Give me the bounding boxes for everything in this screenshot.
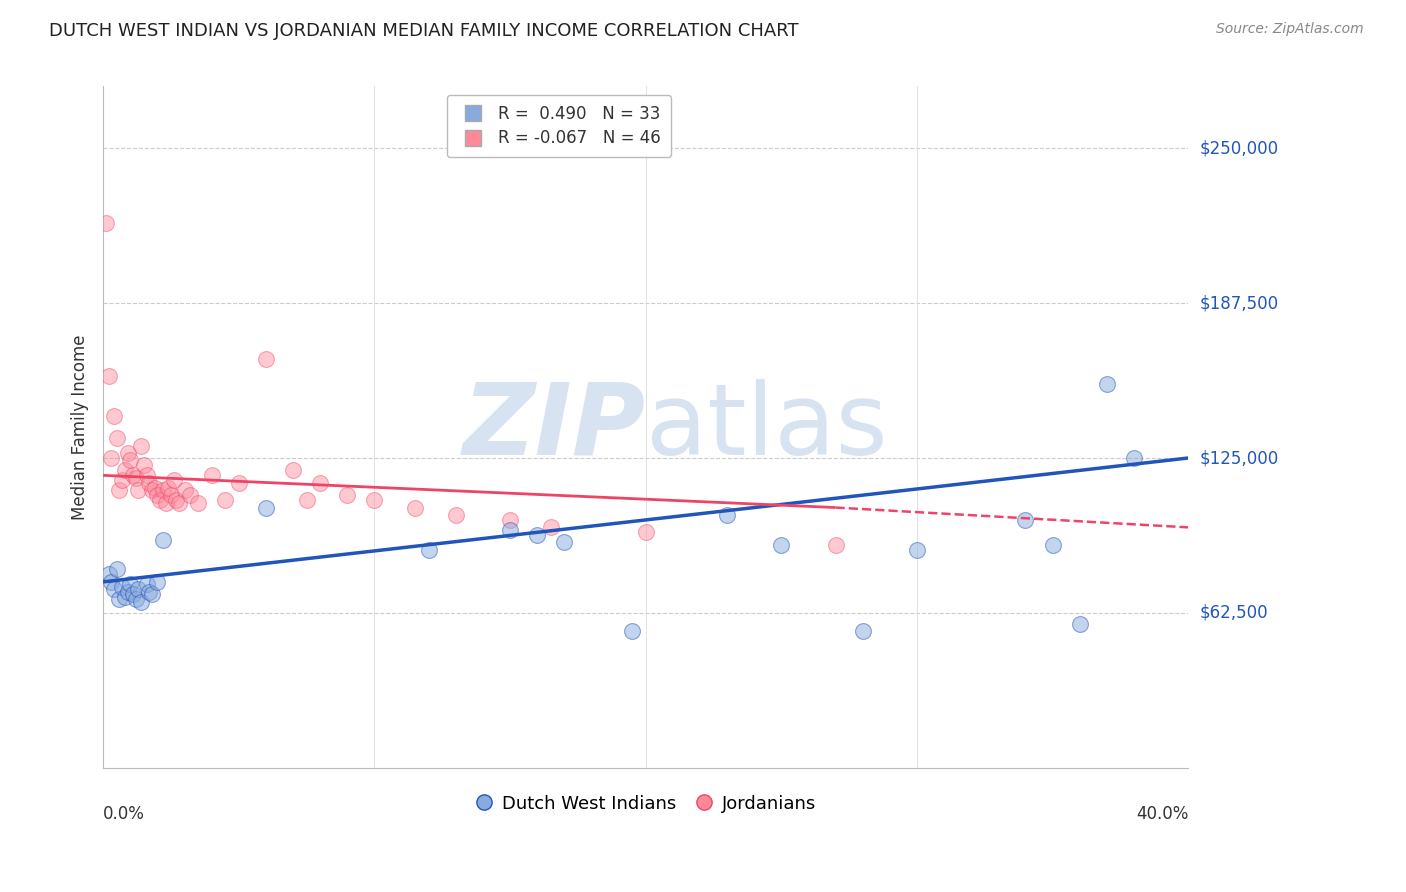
- Point: [146, 488, 169, 502]
- Point: [201, 468, 224, 483]
- Point: [1014, 513, 1036, 527]
- Point: [94, 216, 117, 230]
- Point: [852, 624, 875, 639]
- Point: [117, 446, 139, 460]
- Point: [100, 574, 122, 589]
- Point: [117, 584, 139, 599]
- Point: [120, 577, 142, 591]
- Point: [103, 582, 125, 597]
- Point: [138, 475, 160, 490]
- Point: [540, 520, 562, 534]
- Point: [105, 431, 128, 445]
- Point: [114, 463, 136, 477]
- Point: [146, 574, 169, 589]
- Text: $250,000: $250,000: [1199, 139, 1278, 157]
- Point: [634, 525, 657, 540]
- Point: [141, 587, 163, 601]
- Point: [254, 351, 277, 366]
- Point: [716, 508, 738, 522]
- Point: [444, 508, 467, 522]
- Point: [114, 590, 136, 604]
- Point: [122, 587, 145, 601]
- Point: [105, 562, 128, 576]
- Point: [526, 528, 548, 542]
- Point: [103, 409, 125, 423]
- Point: [127, 582, 149, 597]
- Point: [553, 535, 575, 549]
- Point: [309, 475, 332, 490]
- Point: [621, 624, 644, 639]
- Text: atlas: atlas: [645, 378, 887, 475]
- Point: [214, 493, 236, 508]
- Point: [100, 450, 122, 465]
- Point: [143, 481, 166, 495]
- Point: [336, 488, 359, 502]
- Text: $187,500: $187,500: [1199, 294, 1278, 312]
- Point: [770, 538, 793, 552]
- Point: [1122, 450, 1144, 465]
- Point: [363, 493, 385, 508]
- Point: [1042, 538, 1064, 552]
- Point: [499, 513, 522, 527]
- Point: [499, 523, 522, 537]
- Y-axis label: Median Family Income: Median Family Income: [72, 334, 89, 520]
- Point: [129, 439, 152, 453]
- Point: [281, 463, 304, 477]
- Point: [111, 580, 134, 594]
- Point: [108, 483, 131, 498]
- Point: [122, 468, 145, 483]
- Text: 40.0%: 40.0%: [1136, 805, 1188, 823]
- Legend: Dutch West Indians, Jordanians: Dutch West Indians, Jordanians: [468, 788, 824, 820]
- Point: [418, 542, 440, 557]
- Text: 0.0%: 0.0%: [103, 805, 145, 823]
- Point: [228, 475, 250, 490]
- Point: [404, 500, 426, 515]
- Point: [152, 483, 174, 498]
- Text: $125,000: $125,000: [1199, 449, 1278, 467]
- Point: [129, 595, 152, 609]
- Point: [824, 538, 846, 552]
- Text: Source: ZipAtlas.com: Source: ZipAtlas.com: [1216, 22, 1364, 37]
- Point: [135, 577, 157, 591]
- Point: [1069, 617, 1091, 632]
- Point: [254, 500, 277, 515]
- Point: [127, 483, 149, 498]
- Point: [108, 592, 131, 607]
- Point: [179, 488, 201, 502]
- Point: [97, 567, 120, 582]
- Point: [165, 493, 187, 508]
- Text: ZIP: ZIP: [463, 378, 645, 475]
- Point: [157, 481, 180, 495]
- Point: [135, 468, 157, 483]
- Point: [149, 493, 172, 508]
- Point: [120, 453, 142, 467]
- Point: [187, 495, 209, 509]
- Point: [132, 458, 155, 473]
- Text: $62,500: $62,500: [1199, 604, 1268, 622]
- Point: [167, 495, 190, 509]
- Point: [295, 493, 318, 508]
- Point: [160, 488, 183, 502]
- Point: [155, 495, 177, 509]
- Text: DUTCH WEST INDIAN VS JORDANIAN MEDIAN FAMILY INCOME CORRELATION CHART: DUTCH WEST INDIAN VS JORDANIAN MEDIAN FA…: [49, 22, 799, 40]
- Point: [163, 473, 186, 487]
- Point: [141, 483, 163, 498]
- Point: [111, 473, 134, 487]
- Point: [125, 592, 148, 607]
- Point: [97, 369, 120, 384]
- Point: [905, 542, 928, 557]
- Point: [125, 471, 148, 485]
- Point: [152, 533, 174, 547]
- Point: [1095, 376, 1118, 391]
- Point: [138, 584, 160, 599]
- Point: [173, 483, 195, 498]
